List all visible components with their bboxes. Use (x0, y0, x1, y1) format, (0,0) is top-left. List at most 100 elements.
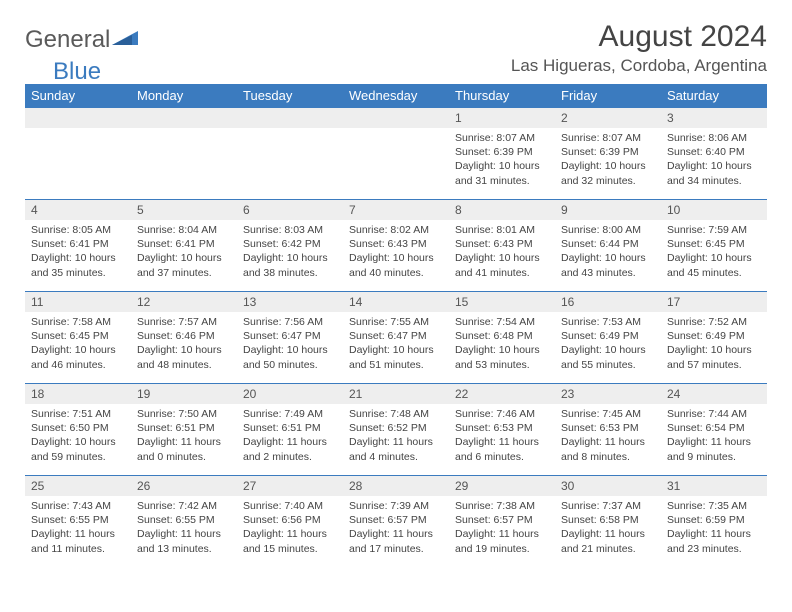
day-data: Sunrise: 7:44 AMSunset: 6:54 PMDaylight:… (661, 404, 767, 467)
sunset-line: Sunset: 6:45 PM (31, 329, 125, 343)
calendar-day-cell (25, 108, 131, 200)
day-number: 27 (237, 476, 343, 496)
calendar-day-cell: 7Sunrise: 8:02 AMSunset: 6:43 PMDaylight… (343, 200, 449, 292)
sunset-line: Sunset: 6:49 PM (561, 329, 655, 343)
day-data: Sunrise: 7:58 AMSunset: 6:45 PMDaylight:… (25, 312, 131, 375)
calendar-week-row: 18Sunrise: 7:51 AMSunset: 6:50 PMDayligh… (25, 384, 767, 476)
daylight-line: Daylight: 11 hours and 6 minutes. (455, 435, 549, 463)
sunset-line: Sunset: 6:55 PM (31, 513, 125, 527)
daylight-line: Daylight: 10 hours and 37 minutes. (137, 251, 231, 279)
sunrise-line: Sunrise: 7:51 AM (31, 407, 125, 421)
location-subtitle: Las Higueras, Cordoba, Argentina (511, 56, 767, 76)
calendar-day-cell: 26Sunrise: 7:42 AMSunset: 6:55 PMDayligh… (131, 476, 237, 568)
sunrise-line: Sunrise: 7:57 AM (137, 315, 231, 329)
weekday-header: Sunday (25, 84, 131, 108)
brand-part2: Blue (53, 58, 101, 86)
day-number: 4 (25, 200, 131, 220)
day-number: 23 (555, 384, 661, 404)
sunrise-line: Sunrise: 7:39 AM (349, 499, 443, 513)
sunset-line: Sunset: 6:54 PM (667, 421, 761, 435)
day-data: Sunrise: 7:46 AMSunset: 6:53 PMDaylight:… (449, 404, 555, 467)
calendar-day-cell: 4Sunrise: 8:05 AMSunset: 6:41 PMDaylight… (25, 200, 131, 292)
sunset-line: Sunset: 6:47 PM (243, 329, 337, 343)
sunrise-line: Sunrise: 7:38 AM (455, 499, 549, 513)
calendar-day-cell: 14Sunrise: 7:55 AMSunset: 6:47 PMDayligh… (343, 292, 449, 384)
day-number: 12 (131, 292, 237, 312)
sunset-line: Sunset: 6:59 PM (667, 513, 761, 527)
calendar-day-cell: 5Sunrise: 8:04 AMSunset: 6:41 PMDaylight… (131, 200, 237, 292)
calendar-day-cell: 10Sunrise: 7:59 AMSunset: 6:45 PMDayligh… (661, 200, 767, 292)
sunset-line: Sunset: 6:55 PM (137, 513, 231, 527)
day-number: 13 (237, 292, 343, 312)
day-number: 14 (343, 292, 449, 312)
day-data: Sunrise: 7:55 AMSunset: 6:47 PMDaylight:… (343, 312, 449, 375)
calendar-week-row: 25Sunrise: 7:43 AMSunset: 6:55 PMDayligh… (25, 476, 767, 568)
day-data: Sunrise: 7:35 AMSunset: 6:59 PMDaylight:… (661, 496, 767, 559)
day-data: Sunrise: 7:49 AMSunset: 6:51 PMDaylight:… (237, 404, 343, 467)
day-number: 18 (25, 384, 131, 404)
day-number: 1 (449, 108, 555, 128)
day-data: Sunrise: 7:48 AMSunset: 6:52 PMDaylight:… (343, 404, 449, 467)
brand-part1: General (25, 26, 110, 54)
daylight-line: Daylight: 10 hours and 34 minutes. (667, 159, 761, 187)
day-data: Sunrise: 7:51 AMSunset: 6:50 PMDaylight:… (25, 404, 131, 467)
day-data: Sunrise: 7:59 AMSunset: 6:45 PMDaylight:… (661, 220, 767, 283)
calendar-day-cell: 21Sunrise: 7:48 AMSunset: 6:52 PMDayligh… (343, 384, 449, 476)
daylight-line: Daylight: 11 hours and 19 minutes. (455, 527, 549, 555)
day-number: 7 (343, 200, 449, 220)
day-number: 6 (237, 200, 343, 220)
calendar-day-cell: 9Sunrise: 8:00 AMSunset: 6:44 PMDaylight… (555, 200, 661, 292)
daylight-line: Daylight: 10 hours and 32 minutes. (561, 159, 655, 187)
daylight-line: Daylight: 10 hours and 35 minutes. (31, 251, 125, 279)
weekday-header: Monday (131, 84, 237, 108)
day-number: 2 (555, 108, 661, 128)
daylight-line: Daylight: 10 hours and 48 minutes. (137, 343, 231, 371)
sunrise-line: Sunrise: 7:54 AM (455, 315, 549, 329)
calendar-day-cell: 15Sunrise: 7:54 AMSunset: 6:48 PMDayligh… (449, 292, 555, 384)
sunset-line: Sunset: 6:50 PM (31, 421, 125, 435)
sunset-line: Sunset: 6:41 PM (137, 237, 231, 251)
calendar-day-cell: 24Sunrise: 7:44 AMSunset: 6:54 PMDayligh… (661, 384, 767, 476)
month-title: August 2024 (511, 20, 767, 54)
day-data: Sunrise: 8:05 AMSunset: 6:41 PMDaylight:… (25, 220, 131, 283)
title-block: August 2024 Las Higueras, Cordoba, Argen… (511, 20, 767, 76)
day-number: 21 (343, 384, 449, 404)
calendar-day-cell: 2Sunrise: 8:07 AMSunset: 6:39 PMDaylight… (555, 108, 661, 200)
sunset-line: Sunset: 6:42 PM (243, 237, 337, 251)
sunrise-line: Sunrise: 8:04 AM (137, 223, 231, 237)
sunset-line: Sunset: 6:56 PM (243, 513, 337, 527)
sunset-line: Sunset: 6:52 PM (349, 421, 443, 435)
daylight-line: Daylight: 10 hours and 43 minutes. (561, 251, 655, 279)
brand-logo: General (25, 26, 142, 54)
day-number: 9 (555, 200, 661, 220)
sunrise-line: Sunrise: 7:37 AM (561, 499, 655, 513)
daylight-line: Daylight: 11 hours and 2 minutes. (243, 435, 337, 463)
sunset-line: Sunset: 6:58 PM (561, 513, 655, 527)
sunset-line: Sunset: 6:53 PM (561, 421, 655, 435)
sunset-line: Sunset: 6:49 PM (667, 329, 761, 343)
sunset-line: Sunset: 6:43 PM (455, 237, 549, 251)
daylight-line: Daylight: 11 hours and 9 minutes. (667, 435, 761, 463)
day-data: Sunrise: 7:40 AMSunset: 6:56 PMDaylight:… (237, 496, 343, 559)
calendar-day-cell (237, 108, 343, 200)
weekday-header: Wednesday (343, 84, 449, 108)
calendar-day-cell: 20Sunrise: 7:49 AMSunset: 6:51 PMDayligh… (237, 384, 343, 476)
daylight-line: Daylight: 10 hours and 50 minutes. (243, 343, 337, 371)
sunrise-line: Sunrise: 7:59 AM (667, 223, 761, 237)
sunrise-line: Sunrise: 7:42 AM (137, 499, 231, 513)
day-number: 15 (449, 292, 555, 312)
day-number-empty (25, 108, 131, 128)
brand-triangle-icon (112, 29, 140, 52)
day-number: 24 (661, 384, 767, 404)
day-data: Sunrise: 7:50 AMSunset: 6:51 PMDaylight:… (131, 404, 237, 467)
day-number-empty (237, 108, 343, 128)
daylight-line: Daylight: 11 hours and 4 minutes. (349, 435, 443, 463)
sunset-line: Sunset: 6:57 PM (455, 513, 549, 527)
sunset-line: Sunset: 6:46 PM (137, 329, 231, 343)
day-number: 29 (449, 476, 555, 496)
weekday-header: Saturday (661, 84, 767, 108)
sunset-line: Sunset: 6:47 PM (349, 329, 443, 343)
day-number: 22 (449, 384, 555, 404)
calendar-day-cell: 25Sunrise: 7:43 AMSunset: 6:55 PMDayligh… (25, 476, 131, 568)
calendar-day-cell: 16Sunrise: 7:53 AMSunset: 6:49 PMDayligh… (555, 292, 661, 384)
